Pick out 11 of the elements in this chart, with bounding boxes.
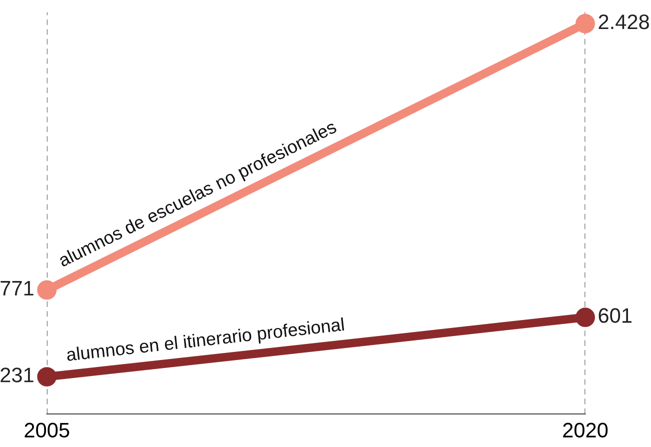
data-label: 771 <box>0 281 34 296</box>
data-label: 601 <box>598 308 632 323</box>
x-tick-label: 2020 <box>563 422 608 438</box>
x-tick-label: 2005 <box>24 422 70 438</box>
data-label: 2.428 <box>598 14 649 30</box>
point <box>576 308 595 328</box>
point <box>37 280 57 300</box>
text: alumnos en el itinerario profesional <box>66 317 344 365</box>
data-label: 231 <box>0 368 34 382</box>
point <box>37 367 57 387</box>
point <box>576 14 595 34</box>
